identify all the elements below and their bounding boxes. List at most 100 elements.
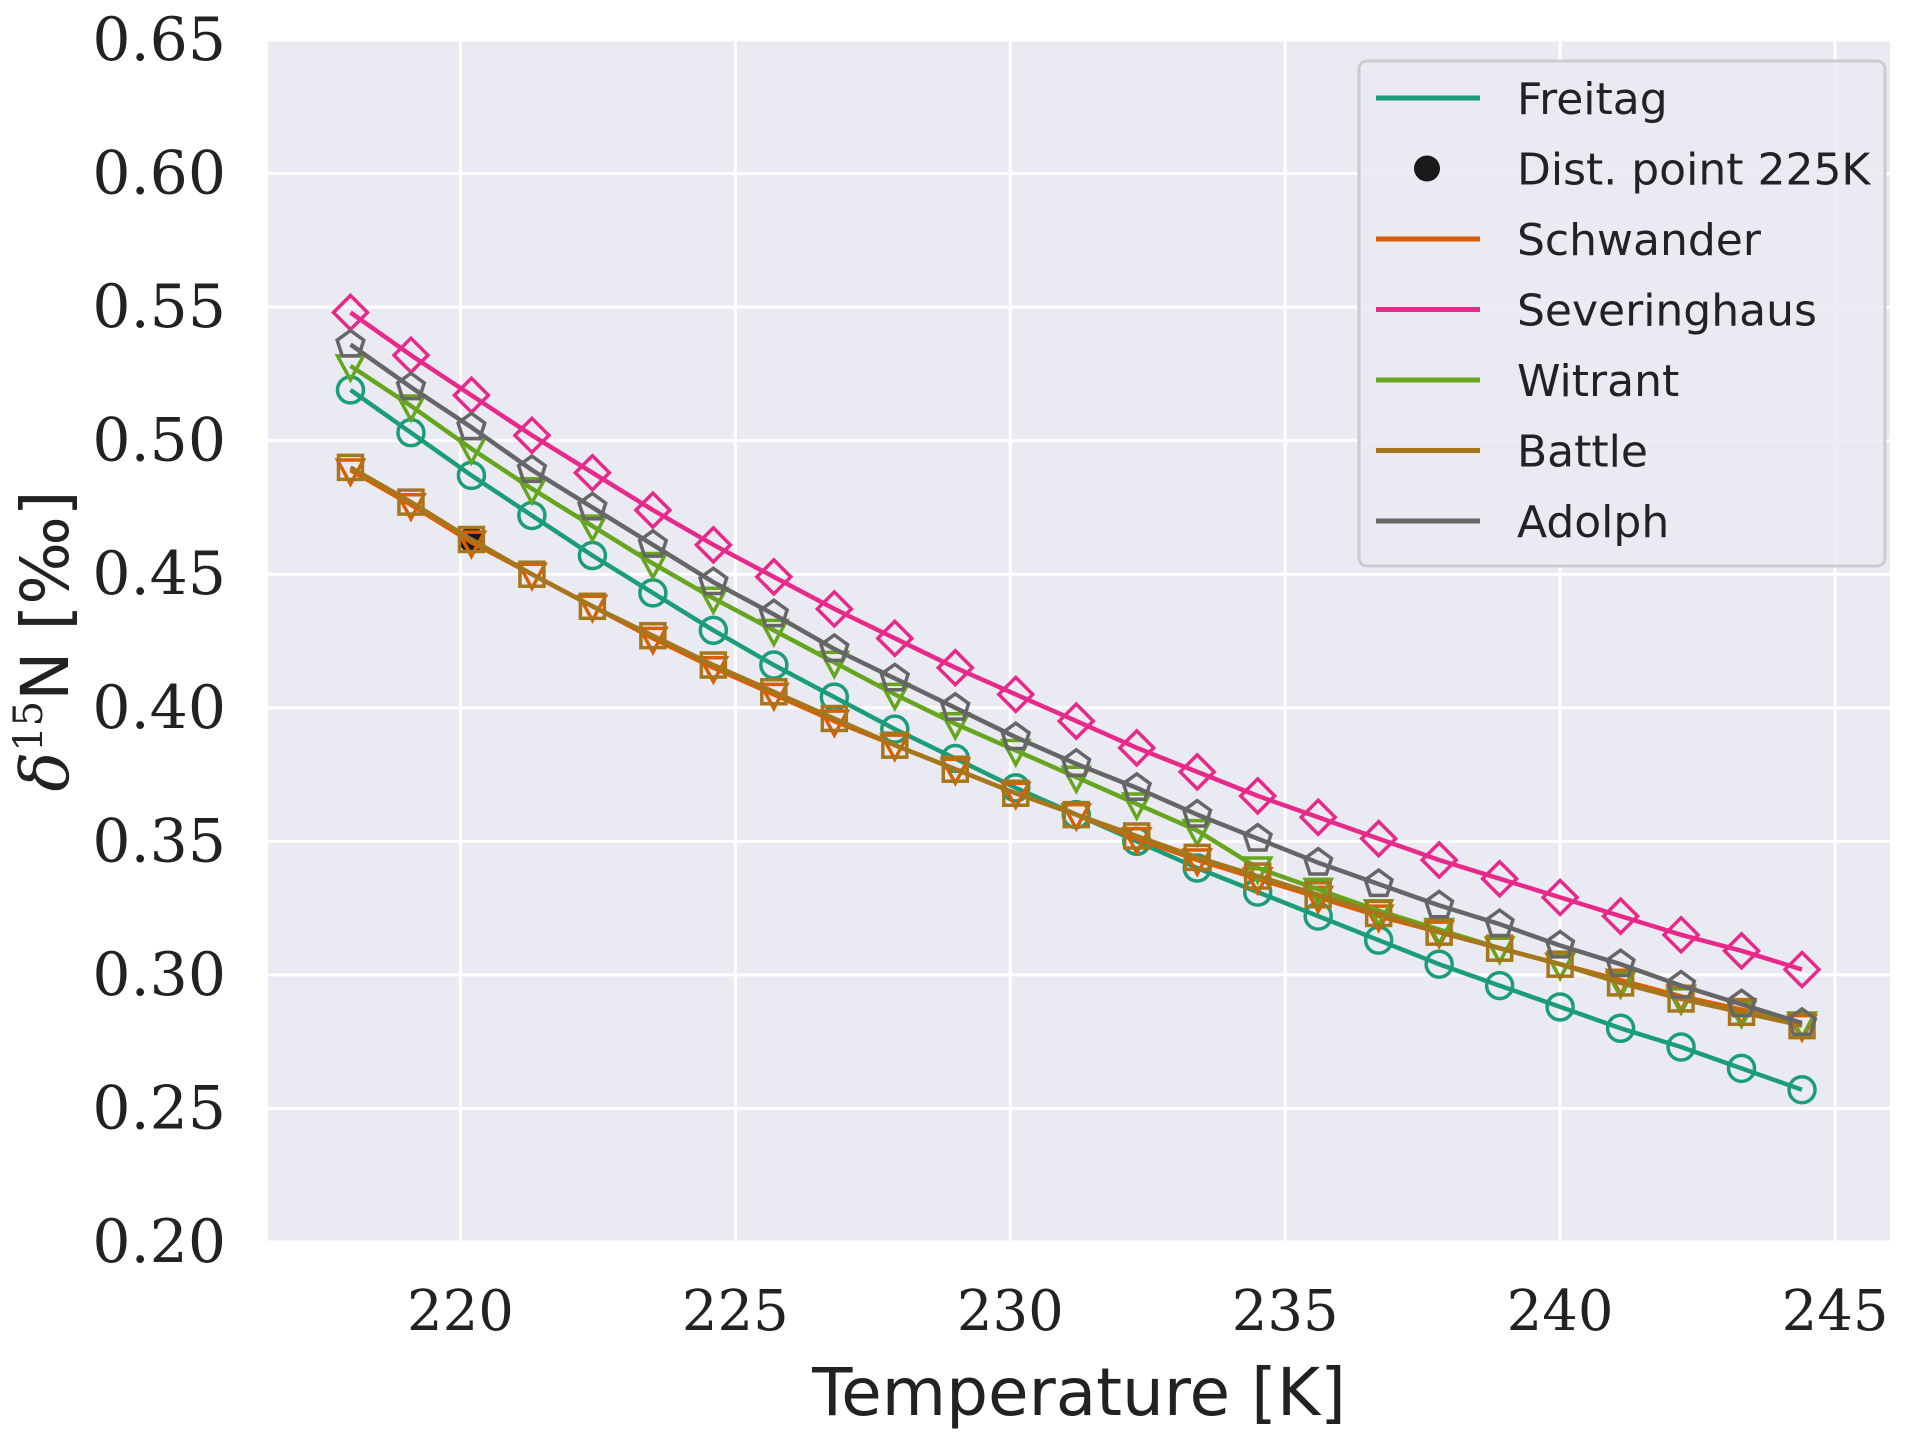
axis-ticks: 220 225 230 235 240 245 0.20 0.25 0.30 0.35 0.40 0.…	[92, 5, 1888, 1344]
pentagon-marker	[1726, 988, 1757, 1018]
y-tick-label: 0.55	[92, 272, 226, 342]
x-tick-label: 240	[1507, 1279, 1614, 1344]
square-marker	[578, 592, 607, 621]
triangle-down-marker	[878, 682, 911, 713]
pentagon-marker	[1665, 969, 1697, 999]
triangle-down-marker	[1181, 818, 1214, 849]
pentagon-marker	[1302, 846, 1334, 876]
circle-marker	[1605, 1013, 1636, 1044]
pentagon-marker	[637, 528, 669, 558]
y-axis-label-superscript: 15	[6, 701, 52, 752]
triangle-down-marker	[1120, 792, 1153, 822]
pentagon-marker	[335, 328, 366, 358]
pentagon-marker	[395, 371, 427, 401]
square-marker	[336, 453, 365, 482]
diamond-marker	[572, 453, 612, 493]
diamond-marker	[996, 674, 1036, 714]
triangle-down-marker	[1181, 848, 1214, 878]
y-tick-label: 0.65	[92, 5, 226, 75]
pentagon-marker	[516, 453, 548, 484]
diamond-marker	[814, 589, 854, 629]
diamond-marker	[935, 648, 975, 688]
legend-label: Battle	[1517, 427, 1648, 478]
y-tick-label: 0.25	[92, 1073, 226, 1143]
square-marker	[457, 525, 486, 554]
pentagon-marker	[1605, 948, 1636, 978]
x-tick-label: 220	[407, 1279, 514, 1344]
triangle-down-marker	[1362, 904, 1395, 934]
square-marker	[820, 704, 849, 733]
triangle-down-marker	[757, 618, 790, 648]
circle-marker	[1787, 1074, 1817, 1105]
diamond-marker	[1480, 859, 1520, 899]
legend-item: Witrant	[1376, 356, 1679, 407]
square-marker	[639, 621, 667, 650]
circle-marker	[1726, 1053, 1757, 1084]
triangle-down-marker	[1060, 765, 1093, 795]
diamond-marker	[875, 618, 915, 658]
legend-item: Freitag	[1376, 74, 1668, 125]
diamond-marker	[1359, 819, 1399, 859]
series-line	[349, 342, 1803, 1026]
legend-label: Witrant	[1517, 356, 1679, 407]
triangle-down-marker	[697, 586, 730, 616]
legend-label: Adolph	[1517, 497, 1669, 548]
pentagon-marker	[1242, 822, 1274, 852]
y-tick-label: 0.45	[92, 539, 226, 609]
y-tick-label: 0.30	[92, 940, 226, 1010]
x-tick-label: 230	[957, 1279, 1064, 1344]
diamond-marker	[693, 525, 733, 565]
pentagon-marker	[758, 598, 790, 628]
square-marker	[1425, 918, 1453, 946]
y-tick-label: 0.35	[92, 806, 226, 876]
pentagon-marker	[1060, 747, 1092, 777]
y-tick-label: 0.40	[92, 673, 226, 743]
square-marker	[699, 651, 728, 679]
square-marker	[1304, 881, 1332, 909]
square-marker	[1062, 800, 1091, 829]
legend-item: Schwander	[1376, 215, 1762, 266]
diamond-marker	[1722, 931, 1762, 971]
legend-box	[1357, 59, 1887, 568]
y-tick-label: 0.60	[92, 139, 226, 209]
legend-item: Adolph	[1376, 497, 1669, 548]
pentagon-marker	[577, 491, 608, 521]
diamond-marker	[512, 415, 552, 455]
series-layer	[330, 292, 1822, 1105]
legend-label: Freitag	[1517, 74, 1668, 125]
diamond-marker	[1782, 950, 1822, 990]
legend-item: Battle	[1376, 427, 1648, 478]
diamond-marker	[1298, 797, 1338, 837]
diamond-marker	[1601, 896, 1641, 936]
triangle-down-marker	[515, 476, 548, 507]
series-adolph	[335, 328, 1818, 1037]
legend-dot-marker	[1414, 155, 1440, 182]
square-marker	[397, 488, 425, 516]
diamond-marker	[754, 557, 794, 597]
pentagon-marker	[1363, 867, 1395, 898]
circle-marker	[698, 615, 729, 646]
square-marker	[760, 678, 788, 706]
square-marker	[1122, 822, 1151, 850]
pentagon-marker	[1544, 929, 1576, 959]
y-axis-label-rest: N [‰]	[7, 490, 84, 700]
triangle-down-marker	[939, 712, 972, 742]
pentagon-marker	[1484, 907, 1515, 938]
series-battle	[336, 453, 1816, 1040]
triangle-down-marker	[1241, 856, 1274, 886]
square-marker	[1727, 998, 1756, 1027]
square-marker	[1546, 950, 1574, 978]
diamond-marker	[1117, 728, 1157, 768]
diamond-marker	[1419, 840, 1459, 880]
triangle-down-marker	[636, 551, 669, 582]
legend-label: Severinghaus	[1517, 286, 1817, 337]
triangle-down-marker	[818, 650, 851, 681]
y-axis-label-delta: δ	[7, 752, 84, 792]
square-marker	[881, 731, 909, 759]
diamond-marker	[633, 490, 673, 530]
pentagon-marker	[456, 411, 487, 441]
square-marker	[1606, 969, 1635, 997]
series-line	[349, 310, 1803, 972]
square-marker	[941, 755, 970, 783]
